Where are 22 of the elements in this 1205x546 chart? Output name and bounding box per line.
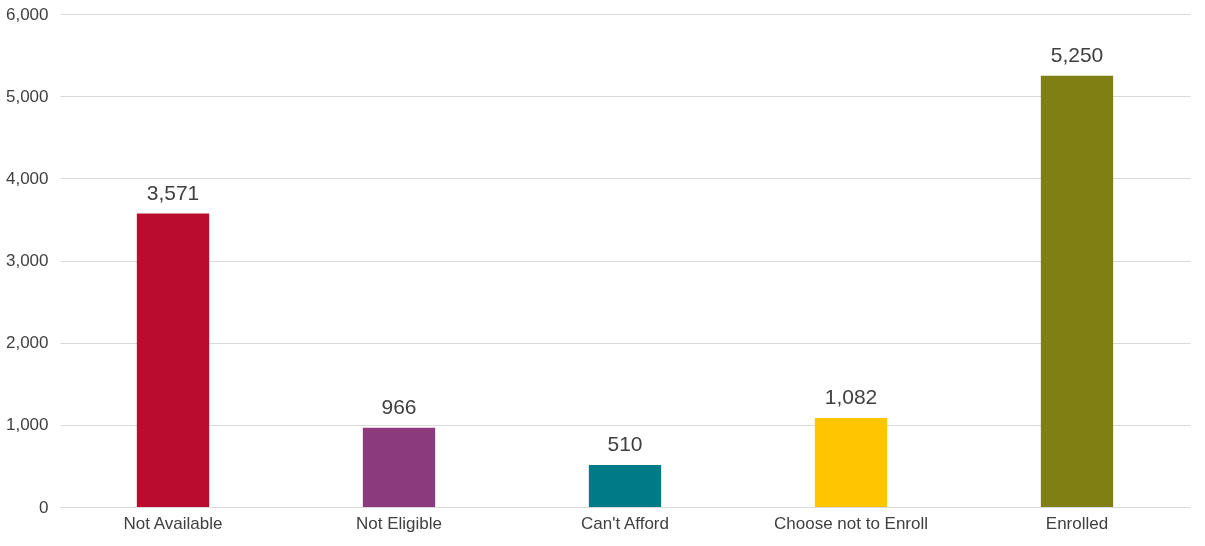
- x-tick-label: Enrolled: [1045, 513, 1109, 533]
- data-label: 966: [381, 394, 417, 418]
- y-tick-label: 1,000: [5, 415, 49, 435]
- y-tick-label: 5,000: [5, 86, 49, 106]
- y-tick-label: 6,000: [5, 4, 49, 24]
- data-label: 510: [607, 432, 643, 456]
- data-label: 5,250: [1050, 42, 1104, 66]
- data-label: 3,571: [146, 180, 200, 204]
- x-tick-label: Not Available: [123, 513, 223, 533]
- data-label: 1,082: [824, 385, 878, 409]
- x-tick-label: Not Eligible: [356, 513, 442, 533]
- bar: [588, 465, 662, 507]
- bar: [1040, 75, 1114, 507]
- y-tick-label: 0: [39, 497, 49, 517]
- bar: [136, 213, 210, 507]
- bar: [362, 427, 436, 507]
- y-tick-label: 4,000: [5, 168, 49, 188]
- y-tick-label: 3,000: [5, 251, 49, 270]
- y-tick-label: 2,000: [5, 333, 49, 353]
- bar: [814, 418, 888, 507]
- x-tick-label: Choose not to Enroll: [773, 513, 929, 533]
- x-tick-label: Can't Afford: [581, 513, 669, 533]
